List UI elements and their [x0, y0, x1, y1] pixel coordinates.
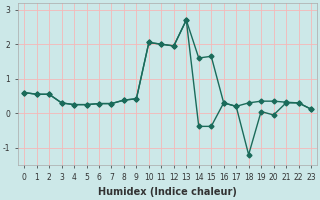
X-axis label: Humidex (Indice chaleur): Humidex (Indice chaleur): [98, 187, 237, 197]
